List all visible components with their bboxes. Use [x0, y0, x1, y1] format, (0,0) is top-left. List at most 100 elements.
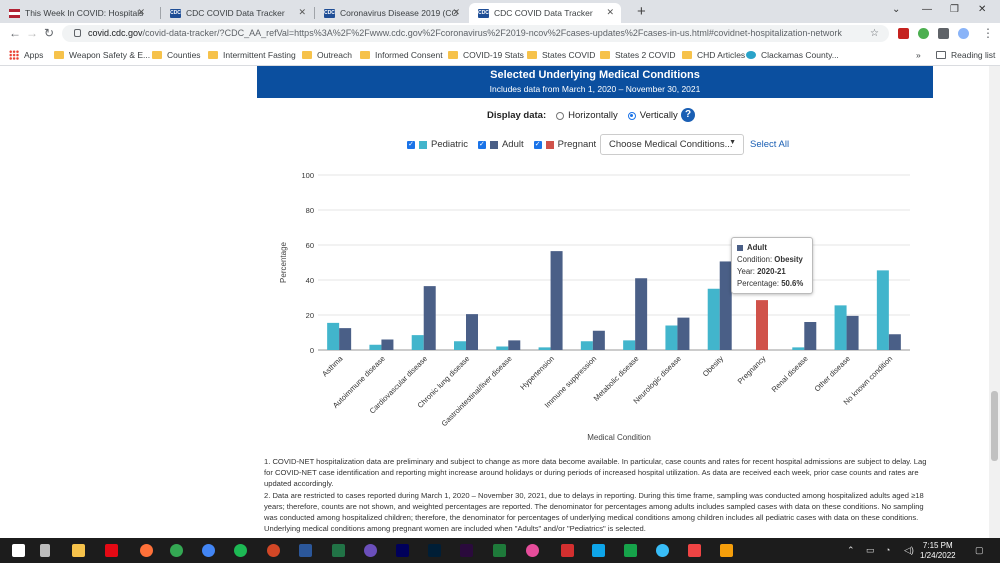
tab-title: This Week In COVID: Hospitals, P — [25, 8, 143, 18]
bookmark-star-icon[interactable]: ☆ — [870, 28, 879, 39]
bookmarks-overflow[interactable]: » — [916, 50, 921, 60]
restore-icon[interactable]: ❐ — [950, 4, 959, 15]
address-bar[interactable]: covid.cdc.gov/covid-data-tracker/?CDC_AA… — [62, 25, 889, 42]
wifi-icon[interactable]: ◔ — [885, 545, 891, 555]
bar-adult — [677, 317, 690, 350]
tab-title: CDC COVID Data Tracker — [186, 8, 285, 18]
forward-icon[interactable]: → — [26, 26, 38, 40]
browser-tab-4-active[interactable]: CDC CDC COVID Data Tracker ✕ — [469, 3, 621, 23]
close-tab-icon[interactable]: ✕ — [298, 7, 306, 17]
chevron-down-icon[interactable]: ⌄ — [892, 4, 901, 15]
close-tab-icon[interactable]: ✕ — [452, 7, 460, 17]
checkbox-checked-icon[interactable]: ✓ — [407, 140, 415, 149]
tray-chevron-up-icon[interactable]: ⌃ — [847, 545, 855, 555]
legend-pregnant[interactable]: ✓ Pregnant — [533, 139, 596, 150]
checkbox-checked-icon[interactable]: ✓ — [533, 140, 542, 149]
reading-list[interactable]: Reading list — [936, 50, 995, 60]
acrobat-icon[interactable] — [561, 544, 574, 557]
bookmark-item[interactable]: Counties — [152, 50, 201, 60]
captivate-icon[interactable] — [493, 544, 506, 557]
chrome-icon[interactable] — [170, 544, 183, 557]
profile-avatar-icon[interactable] — [958, 28, 969, 39]
radio-horizontal[interactable] — [556, 111, 565, 120]
clock[interactable]: 7:15 PM 1/24/2022 — [920, 541, 956, 561]
file-explorer-icon[interactable] — [72, 544, 85, 557]
puzzle-extensions-icon[interactable] — [938, 28, 949, 39]
bookmark-item[interactable]: Weapon Safety & E... — [54, 50, 150, 60]
bookmark-item[interactable]: Intermittent Fasting — [208, 50, 296, 60]
volume-icon[interactable]: ◁) — [904, 545, 914, 555]
tab-separator — [314, 7, 315, 19]
windows-start-icon[interactable] — [12, 544, 25, 557]
notifications-icon[interactable]: ▢ — [975, 545, 984, 555]
clock-date: 1/24/2022 — [920, 551, 956, 560]
pdf-extension-icon[interactable] — [898, 28, 909, 39]
photoshop-icon[interactable] — [428, 544, 441, 557]
bookmark-item[interactable]: States COVID — [527, 50, 595, 60]
reading-list-icon — [936, 51, 946, 59]
app-icon[interactable] — [688, 544, 701, 557]
bookmark-item[interactable]: Clackamas County... — [746, 50, 839, 60]
network-icon[interactable]: ▭ — [866, 545, 875, 555]
bar-adult — [804, 322, 817, 350]
audition-icon[interactable] — [396, 544, 409, 557]
adult-swatch — [737, 245, 743, 251]
netflix-icon[interactable] — [105, 544, 118, 557]
browser-tab-2[interactable]: CDC CDC COVID Data Tracker ✕ — [161, 3, 313, 23]
overflow-chevron-icon: » — [916, 50, 921, 60]
select-all-link[interactable]: Select All — [750, 139, 790, 150]
minimize-icon[interactable]: — — [922, 4, 932, 15]
scrollbar-thumb[interactable] — [991, 391, 998, 461]
bookmark-apps[interactable]: Apps — [9, 50, 43, 60]
powerpoint-icon[interactable] — [267, 544, 280, 557]
close-tab-icon[interactable]: ✕ — [137, 7, 145, 17]
bookmark-label: Weapon Safety & E... — [69, 50, 151, 60]
new-tab-icon[interactable]: + — [637, 3, 646, 20]
close-tab-icon[interactable]: ✕ — [606, 7, 614, 17]
checkbox-checked-icon[interactable]: ✓ — [477, 140, 486, 149]
tooltip-pct: 50.6% — [781, 279, 804, 288]
app-icon[interactable] — [364, 544, 377, 557]
task-view-icon[interactable] — [40, 544, 50, 557]
url-text[interactable]: covid.cdc.gov/covid-data-tracker/?CDC_AA… — [88, 28, 842, 38]
pregnant-swatch — [545, 140, 554, 149]
menu-kebab-icon[interactable]: ⋮ — [982, 26, 994, 40]
radio-vertical[interactable] — [627, 111, 636, 120]
reload-icon[interactable]: ↻ — [44, 26, 55, 40]
browser-tab-3[interactable]: CDC Coronavirus Disease 2019 (COVI ✕ — [315, 3, 467, 23]
back-icon[interactable]: ← — [9, 26, 21, 40]
help-icon[interactable]: ? — [681, 108, 695, 122]
photos-icon[interactable] — [526, 544, 539, 557]
word-icon[interactable] — [299, 544, 312, 557]
app-icon[interactable] — [720, 544, 733, 557]
conditions-dropdown[interactable]: Choose Medical Conditions... ▼ — [600, 134, 744, 155]
radio-horizontal-label[interactable]: Horizontally — [568, 110, 618, 121]
y-tick-label: 60 — [306, 241, 314, 250]
bar-adult — [381, 339, 394, 350]
x-tick-label: Renal disease — [770, 354, 810, 394]
legend-pediatric[interactable]: ✓ Pediatric — [407, 139, 468, 150]
browser-tab-1[interactable]: This Week In COVID: Hospitals, P ✕ — [0, 3, 152, 23]
globe-icon[interactable] — [656, 544, 669, 557]
bar-pediatric — [876, 270, 889, 350]
app-icon[interactable] — [624, 544, 637, 557]
spotify-icon[interactable] — [234, 544, 247, 557]
bookmark-item[interactable]: Outreach — [302, 50, 352, 60]
bookmark-item[interactable]: Informed Consent — [360, 50, 443, 60]
bookmark-item[interactable]: States 2 COVID — [600, 50, 675, 60]
bar-adult — [592, 330, 605, 350]
page-scrollbar[interactable] — [989, 66, 1000, 538]
premiere-icon[interactable] — [460, 544, 473, 557]
bookmark-item[interactable]: COVID-19 Stats — [448, 50, 524, 60]
chrome-alt-icon[interactable] — [202, 544, 215, 557]
app-icon[interactable] — [592, 544, 605, 557]
x-tick-label: Pregnancy — [736, 354, 768, 386]
firefox-icon[interactable] — [140, 544, 153, 557]
excel-icon[interactable] — [332, 544, 345, 557]
radio-vertical-label[interactable]: Vertically — [639, 110, 678, 121]
legend-adult[interactable]: ✓ Adult — [477, 139, 524, 150]
close-window-icon[interactable]: ✕ — [978, 4, 987, 15]
bookmark-label: Informed Consent — [375, 50, 443, 60]
extension-icon[interactable] — [918, 28, 929, 39]
bookmark-item[interactable]: CHD Articles — [682, 50, 745, 60]
